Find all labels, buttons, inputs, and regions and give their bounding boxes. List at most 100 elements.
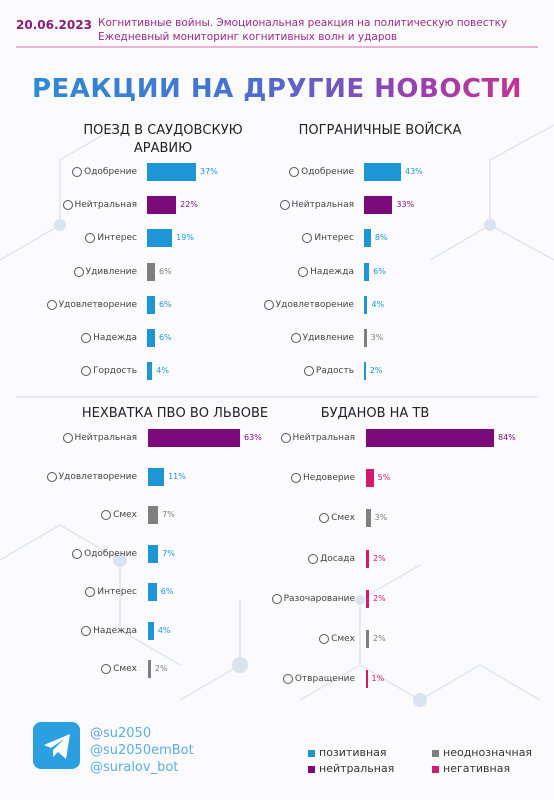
value-label: 2% [373,634,386,643]
category-text: Одобрение [84,548,137,559]
header-line: Когнитивные войны. Эмоциональная реакция… [98,17,508,29]
bar [148,544,159,563]
category-text: Интерес [97,233,137,244]
bar [364,163,401,181]
category-text: Удовлетворение [58,299,137,310]
icon [291,473,302,484]
category-text: Нейтральная [74,200,138,211]
category-label: Нейтральная [7,429,137,447]
category-text: Нейтральная [291,200,355,211]
icon [72,548,83,559]
category-text: Недоверие [303,473,355,484]
value-label: 6% [158,266,172,276]
handle: @suralov_bot [90,760,179,775]
category-label: Одобрение [7,545,137,563]
value-label: 2% [369,366,383,376]
bar [366,509,371,528]
value-label: 2% [154,664,168,673]
bar [364,262,370,281]
category-label: Надежда [7,622,137,640]
bar [366,589,370,608]
category-label: Смех [225,630,355,648]
bar [364,295,368,314]
bar [366,670,368,689]
category-label: Надежда [7,329,137,347]
bar [147,196,177,215]
icon [290,333,301,343]
legend-label: позитивная [319,746,387,759]
value-label: 6% [158,299,172,309]
icon [73,266,84,277]
icon [62,200,73,211]
bar [147,163,196,181]
icon [85,233,96,244]
category-text: Одобрение [84,167,137,177]
category-label: Удивление [224,329,354,347]
value-label: 43% [405,167,423,176]
bar [147,329,155,347]
category-text: Смех [113,510,137,520]
icon [308,553,319,564]
legend-swatch [308,766,315,773]
category-text: Досада [320,553,355,564]
bar [148,429,240,447]
category-label: Одобрение [7,163,137,181]
value-label: 6% [158,333,172,342]
bar [147,262,155,281]
icon [85,587,96,597]
category-label: Нейтральная [7,196,137,214]
category-text: Надежда [310,266,354,277]
category-label: Одобрение [224,163,354,181]
category-label: Надежда [224,263,354,281]
value-label: 1% [371,674,385,684]
legend-label: неоднозначная [443,746,533,759]
category-label: Интерес [7,229,137,247]
value-label: 6% [160,587,174,596]
category-text: Разочарование [283,593,355,604]
icon [263,299,274,310]
category-text: Удивление [302,333,354,343]
legend-swatch [308,750,315,757]
category-label: Отвращение [225,670,355,688]
category-text: Нейтральная [74,433,138,443]
icon [72,167,83,177]
bar [366,630,370,648]
date: 20.06.2023 [16,18,92,32]
bar [148,583,157,601]
icon [62,433,73,443]
category-text: Радость [315,366,354,377]
value-label: 22% [180,200,198,210]
handle: @su2050emBot [90,743,194,758]
category-label: Нейтральная [224,196,354,214]
category-label: Удовлетворение [7,468,137,486]
category-label: Радость [224,362,354,380]
bar [366,549,370,568]
category-text: Удивление [85,266,137,277]
category-text: Удовлетворение [58,471,137,482]
value-label: 6% [373,266,386,276]
icon [319,513,330,524]
chart-title: ПОЕЗД В САУДОВСКУЮ АРАВИЮ [83,123,243,156]
value-label: 2% [373,593,386,603]
category-text: Отвращение [294,674,355,685]
main-title: РЕАКЦИИ НА ДРУГИЕ НОВОСТИ [0,74,554,104]
category-label: Разочарование [225,590,355,608]
value-label: 3% [374,513,388,523]
category-text: Смех [331,513,355,524]
category-text: Интерес [97,587,137,597]
category-label: Досада [225,550,355,568]
value-label: 4% [157,625,171,635]
category-text: Смех [113,664,137,674]
icon [282,674,293,685]
bar [364,196,393,215]
bar [147,295,155,314]
chart-title: НЕХВАТКА ПВО ВО ЛЬВОВЕ [81,406,269,421]
icon [81,333,92,343]
value-label: 5% [377,473,391,483]
icon [303,366,314,377]
handle: @su2050 [90,726,152,741]
icon [302,233,313,244]
bar [366,429,494,447]
category-label: Удовлетворение [224,296,354,314]
value-label: 33% [396,200,415,210]
